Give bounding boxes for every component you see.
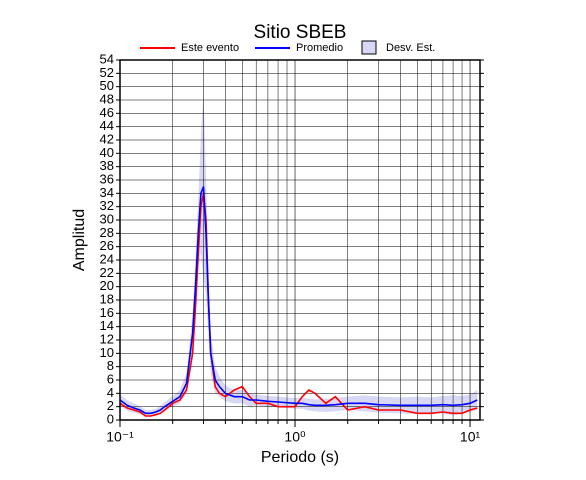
y-tick-label: 30 — [100, 211, 114, 226]
y-tick-label: 24 — [100, 251, 114, 266]
y-tick-label: 4 — [107, 385, 114, 400]
series-line — [119, 186, 478, 415]
y-tick-label: 48 — [100, 91, 114, 106]
y-tick-label: 28 — [100, 225, 114, 240]
y-tick-label: 12 — [100, 331, 114, 346]
y-tick-label: 38 — [100, 158, 114, 173]
y-tick-label: 22 — [100, 265, 114, 280]
series-line — [119, 193, 478, 417]
plot-frame — [119, 59, 481, 421]
y-tick-label: 50 — [100, 78, 114, 93]
y-tick-label: 8 — [107, 358, 114, 373]
legend-label: Promedio — [296, 42, 343, 54]
y-tick-label: 34 — [100, 185, 114, 200]
legend-swatch — [361, 40, 377, 55]
y-tick-label: 18 — [100, 291, 114, 306]
y-tick-label: 44 — [100, 118, 114, 133]
legend-label: Desv. Est. — [386, 42, 435, 54]
x-tick-label: 10¹ — [460, 429, 481, 445]
y-tick-label: 32 — [100, 198, 114, 213]
y-tick-label: 16 — [100, 305, 114, 320]
std-band — [120, 93, 478, 417]
chart-title: Sitio SBEB — [254, 22, 347, 43]
y-tick-label: 14 — [100, 318, 114, 333]
x-tick-label: 10⁻¹ — [106, 429, 134, 445]
y-tick-label: 20 — [100, 278, 114, 293]
y-tick-label: 2 — [107, 398, 114, 413]
y-tick-label: 10 — [100, 345, 114, 360]
y-tick-label: 46 — [100, 105, 114, 120]
y-tick-label: 36 — [100, 171, 114, 186]
legend-label: Este evento — [181, 42, 239, 54]
y-tick-label: 42 — [100, 131, 114, 146]
y-tick-label: 26 — [100, 238, 114, 253]
y-tick-label: 40 — [100, 145, 114, 160]
y-tick-label: 52 — [100, 65, 114, 80]
y-tick-label: 54 — [100, 51, 114, 66]
x-axis-label: Periodo (s) — [261, 449, 339, 466]
y-tick-label: 0 — [107, 411, 114, 426]
x-tick-label: 10⁰ — [284, 429, 306, 445]
y-tick-label: 6 — [107, 371, 114, 386]
y-axis-label: Amplitud — [71, 209, 88, 271]
